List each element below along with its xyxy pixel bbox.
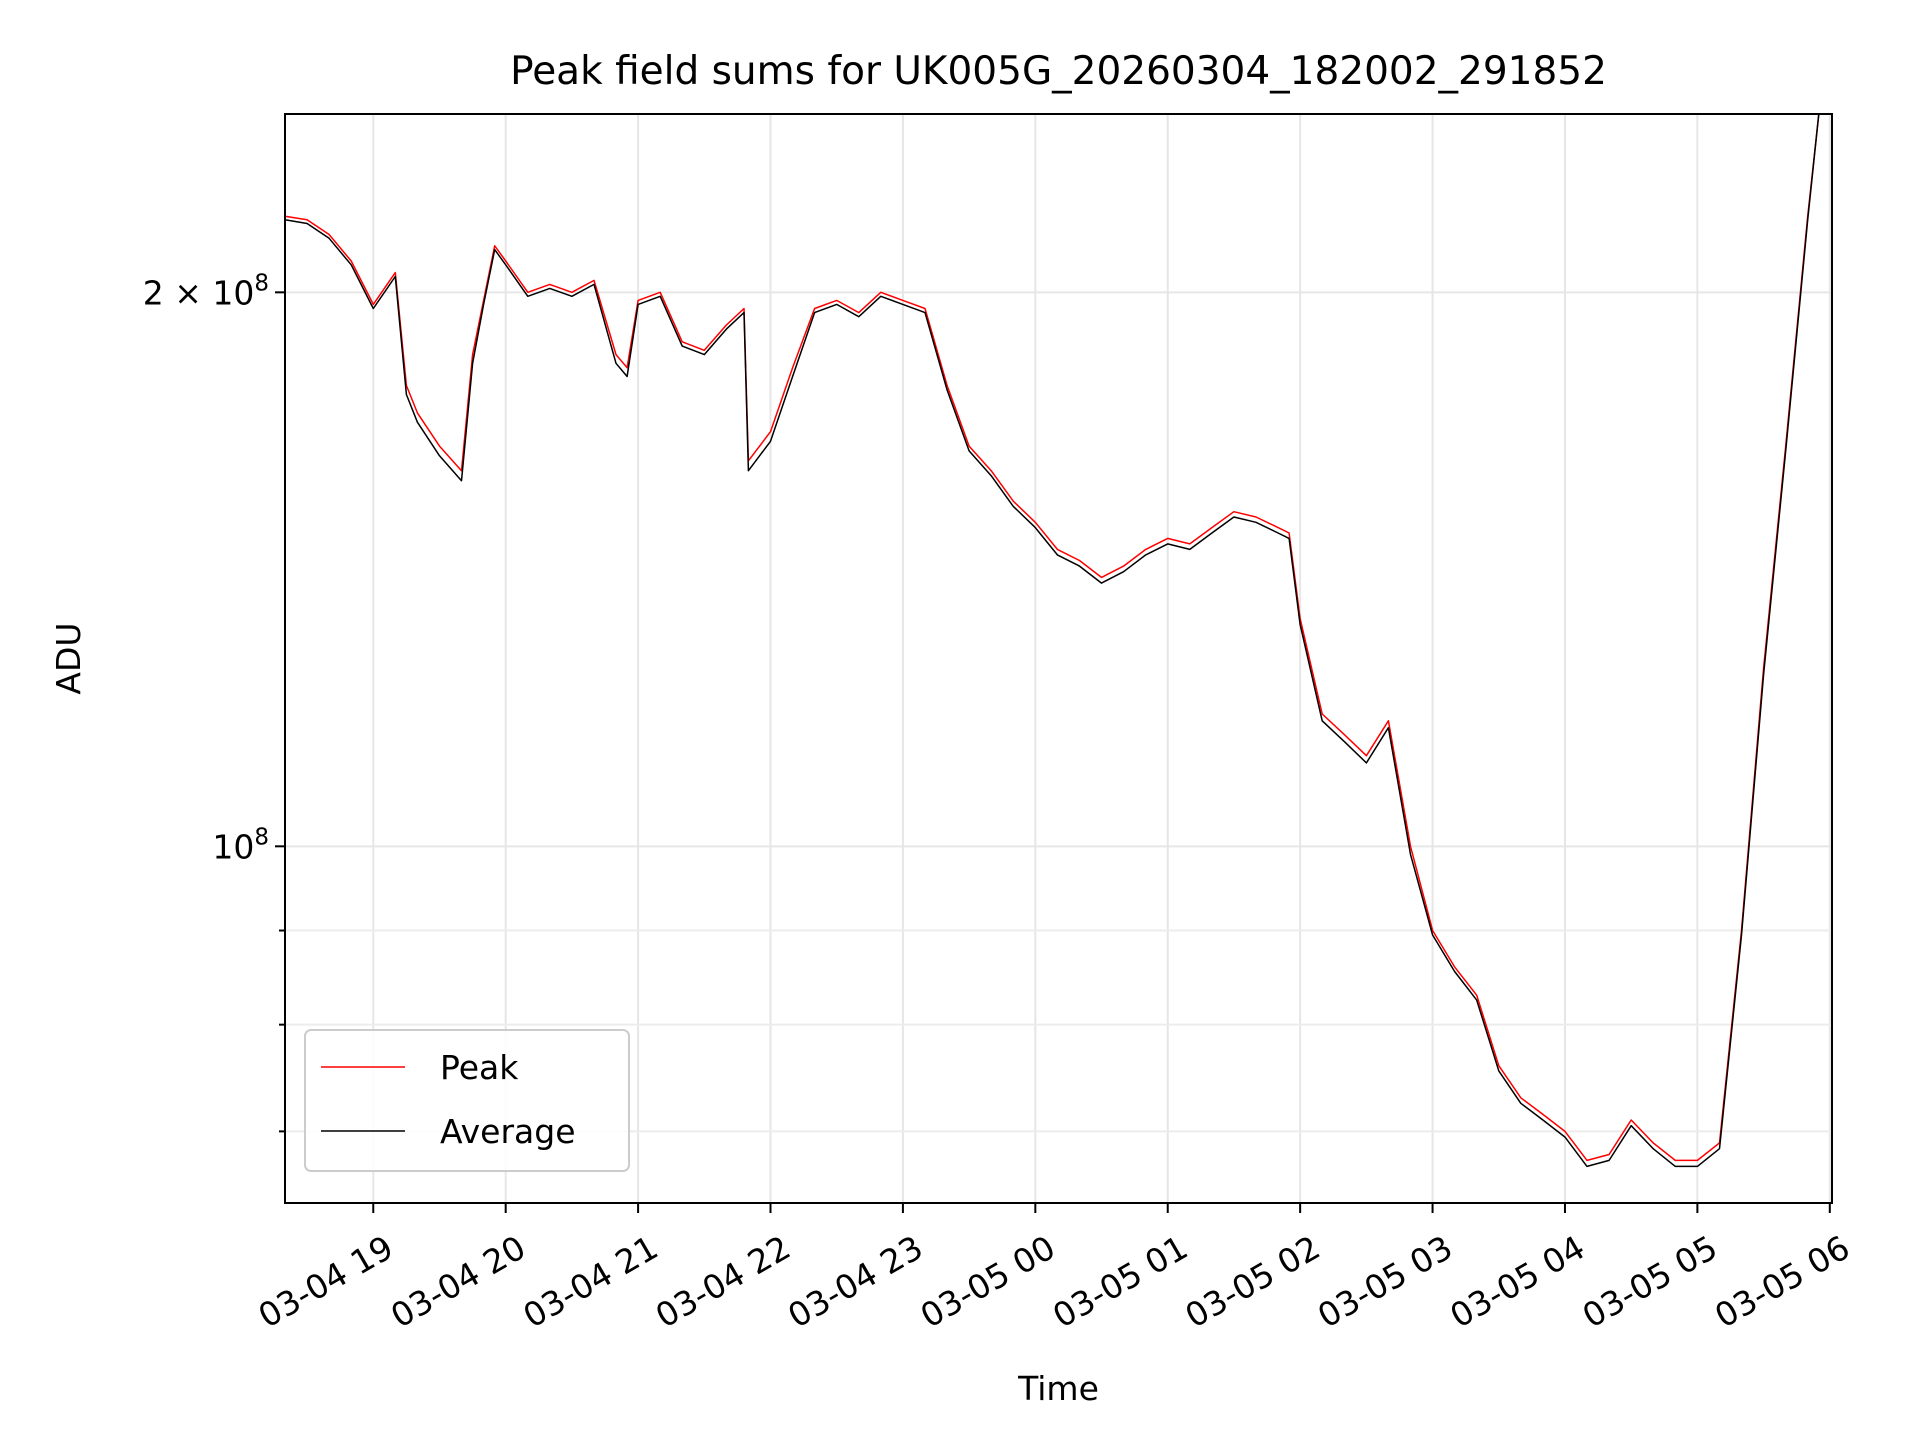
y-tick-label: 108 (212, 824, 269, 866)
chart-title: Peak field sums for UK005G_20260304_1820… (510, 49, 1607, 94)
x-axis-label: Time (1017, 1369, 1099, 1408)
y-tick-label: 2 × 108 (143, 270, 269, 312)
axes-frame (284, 113, 1833, 1204)
series-line-peak (284, 113, 1820, 1162)
legend: Peak Average (304, 1029, 630, 1172)
grid (285, 114, 1832, 1203)
legend-label-average: Average (440, 1112, 576, 1151)
y-axis-ticks: 2 × 108 108 (143, 270, 285, 1133)
y-axis-label: ADU (49, 622, 88, 694)
plot-lines (284, 113, 1820, 1168)
legend-box (304, 1029, 630, 1172)
legend-label-peak: Peak (440, 1048, 519, 1087)
series-line-average (284, 113, 1820, 1168)
